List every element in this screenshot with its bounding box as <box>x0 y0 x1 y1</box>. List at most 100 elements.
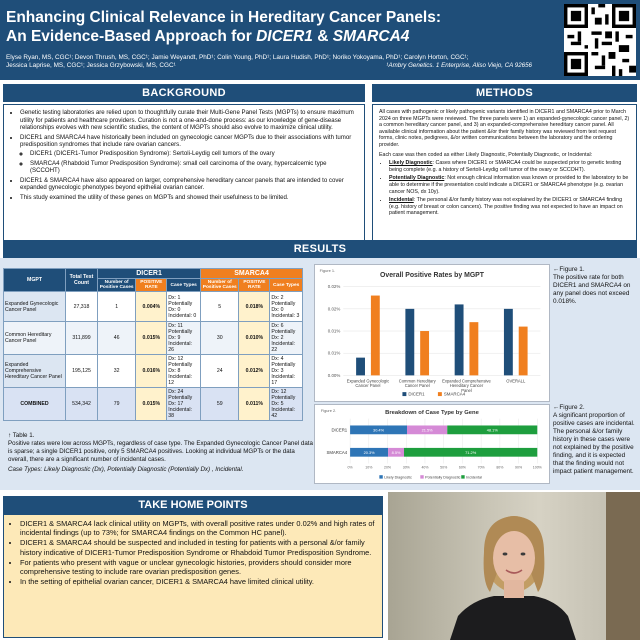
x-tick-label: 50% <box>440 465 447 469</box>
bar-smarca4 <box>420 331 430 376</box>
chart-corner-label: Figure 2. <box>321 408 336 413</box>
y-tick-label: DICER1 <box>331 427 347 432</box>
bar-segment <box>388 447 405 457</box>
affiliation: ¹Ambry Genetics. 1 Enterprise, Aliso Vie… <box>386 62 532 69</box>
data-label: 20.3% <box>364 450 376 455</box>
y-tick-label: SMARCA4 <box>326 450 347 455</box>
methods-paragraph: Each case was then coded as either Likel… <box>379 151 593 158</box>
x-tick-label: 0% <box>348 465 353 469</box>
methods-paragraph: All cases with pathogenic or likely path… <box>379 109 630 148</box>
legend-swatch <box>379 475 383 479</box>
bar-smarca4 <box>370 295 380 376</box>
x-tick-label: OVERALL <box>506 378 526 383</box>
takehome-heading: TAKE HOME POINTS <box>3 496 383 514</box>
bar-smarca4 <box>469 322 479 376</box>
row-mgpt-name: Expanded Comprehensive Hereditary Cancer… <box>3 354 66 388</box>
takehome-point: In the setting of epithelial ovarian can… <box>20 577 376 586</box>
bar-segment <box>350 447 389 457</box>
method-likely-dx: Likely Diagnostic: Cases where DICER1 or… <box>389 160 630 173</box>
col-total: Total Test Count <box>65 268 98 292</box>
x-tick-label: 40% <box>421 465 428 469</box>
x-tick-label: 30% <box>403 465 410 469</box>
table-caption: ↑ Table 1. Positive rates were low acros… <box>8 432 313 473</box>
legend-entry: Potentially Diagnostic <box>425 475 460 479</box>
results-table: MGPT Total Test Count DICER1 SMARCA4 Num… <box>3 268 303 421</box>
authors: Elyse Ryan, MS, CGC¹; Devon Thrush, MS, … <box>6 54 469 69</box>
background-point: This study examined the utility of these… <box>20 194 358 202</box>
data-label: 71.2% <box>465 450 477 455</box>
background-point: Genetic testing laboratories are relied … <box>20 109 358 132</box>
legend-entry: Likely Diagnostic <box>384 475 412 479</box>
x-tick-label: 100% <box>533 465 542 469</box>
legend-entry: Incidental <box>466 475 482 479</box>
bar-dicer1 <box>405 308 415 376</box>
y-tick-label: 0.02% <box>328 306 341 311</box>
x-tick-label: Expanded Comprehensive <box>442 378 491 383</box>
bar-segment <box>447 425 538 435</box>
x-tick-label: Hereditary Cancer <box>450 383 484 388</box>
col-mgpt: MGPT <box>3 268 66 292</box>
x-tick-label: 80% <box>496 465 503 469</box>
takehome-point: For patients who present with vague or u… <box>20 558 376 576</box>
figure-2-caption: ←Figure 2. A significant proportion of p… <box>553 404 635 475</box>
bar-segment <box>350 425 408 435</box>
y-tick-label: 0.01% <box>328 351 341 356</box>
x-tick-label: 90% <box>515 465 522 469</box>
legend-entry: SMARCA4 <box>444 392 466 397</box>
x-tick-label: Panel <box>461 388 472 393</box>
bar-smarca4 <box>518 326 528 376</box>
bar-dicer1 <box>356 357 365 376</box>
chart-title: Breakdown of Case Type by Gene <box>385 410 479 416</box>
presenter-video[interactable] <box>388 492 640 640</box>
legend-swatch <box>437 392 442 397</box>
table-row: Expanded Comprehensive Hereditary Cancer… <box>3 354 303 388</box>
poster-header: Enhancing Clinical Relevance in Heredita… <box>0 0 640 80</box>
row-mgpt-name: COMBINED <box>3 387 66 421</box>
results-heading: RESULTS <box>3 240 637 258</box>
method-potential-dx: Potentially Diagnostic: Not enough clini… <box>389 175 630 195</box>
data-label: 21.5% <box>422 427 434 432</box>
legend-swatch <box>461 475 465 479</box>
bar-segment <box>404 447 538 457</box>
x-tick-label: Expanded Gynecologic <box>347 378 389 383</box>
figure-2-chart: Figure 2. Breakdown of Case Type by Gene 0… <box>314 404 550 484</box>
chart-corner-label: Figure 1. <box>320 268 336 273</box>
x-tick-label: 20% <box>384 465 391 469</box>
figure-1-caption: ←Figure 1. The positive rate for both DI… <box>553 266 631 305</box>
x-tick-label: 10% <box>365 465 372 469</box>
table-row: COMBINED 534,342 79 0.015% Dx: 24 Potentially… <box>3 387 303 421</box>
y-tick-label: 0.02% <box>328 284 341 289</box>
methods-heading: METHODS <box>372 84 637 102</box>
bar-segment <box>407 425 448 435</box>
data-label: 8.5% <box>392 450 401 455</box>
bar-dicer1 <box>503 308 513 376</box>
x-tick-label: Cancer Panel <box>405 383 430 388</box>
y-tick-label: 0.00% <box>328 373 341 378</box>
row-mgpt-name: Expanded Gynecologic Cancer Panel <box>3 291 66 322</box>
takehome-panel: DICER1 & SMARCA4 lack clinical utility o… <box>3 514 383 638</box>
figure-1-chart: Figure 1. Overall Positive Rates by MGPT 0… <box>314 264 550 402</box>
legend-entry: DICER1 <box>408 392 425 397</box>
data-label: 48.1% <box>487 427 499 432</box>
x-tick-label: 60% <box>459 465 466 469</box>
x-tick-label: 70% <box>478 465 485 469</box>
data-label: 30.4% <box>373 427 385 432</box>
y-tick-label: 0.01% <box>328 329 341 334</box>
takehome-point: DICER1 & SMARCA4 should be suspected and… <box>20 538 376 556</box>
table-row: Common Hereditary Cancer Panel 311,899 46 0… <box>3 321 303 355</box>
presenter-silhouette <box>450 516 576 640</box>
chart-title: Overall Positive Rates by MGPT <box>380 272 485 279</box>
takehome-point: DICER1 & SMARCA4 lack clinical utility o… <box>20 519 376 537</box>
poster-title: Enhancing Clinical Relevance in Heredita… <box>6 9 442 45</box>
dicer-header: DICER1 <box>96 268 202 279</box>
x-tick-label: Common Hereditary <box>399 378 437 383</box>
legend-swatch <box>420 475 424 479</box>
row-mgpt-name: Common Hereditary Cancer Panel <box>3 321 66 355</box>
qr-code-icon[interactable] <box>564 4 636 76</box>
x-tick-label: Cancer Panel <box>355 383 380 388</box>
background-point: DICER1 & SMARCA4 have also appeared on l… <box>20 177 358 192</box>
methods-panel: All cases with pathogenic or likely path… <box>372 104 637 254</box>
table-row: Expanded Gynecologic Cancer Panel 27,318 1… <box>3 291 303 322</box>
background-panel: Genetic testing laboratories are relied … <box>3 104 365 254</box>
bar-dicer1 <box>454 304 464 376</box>
